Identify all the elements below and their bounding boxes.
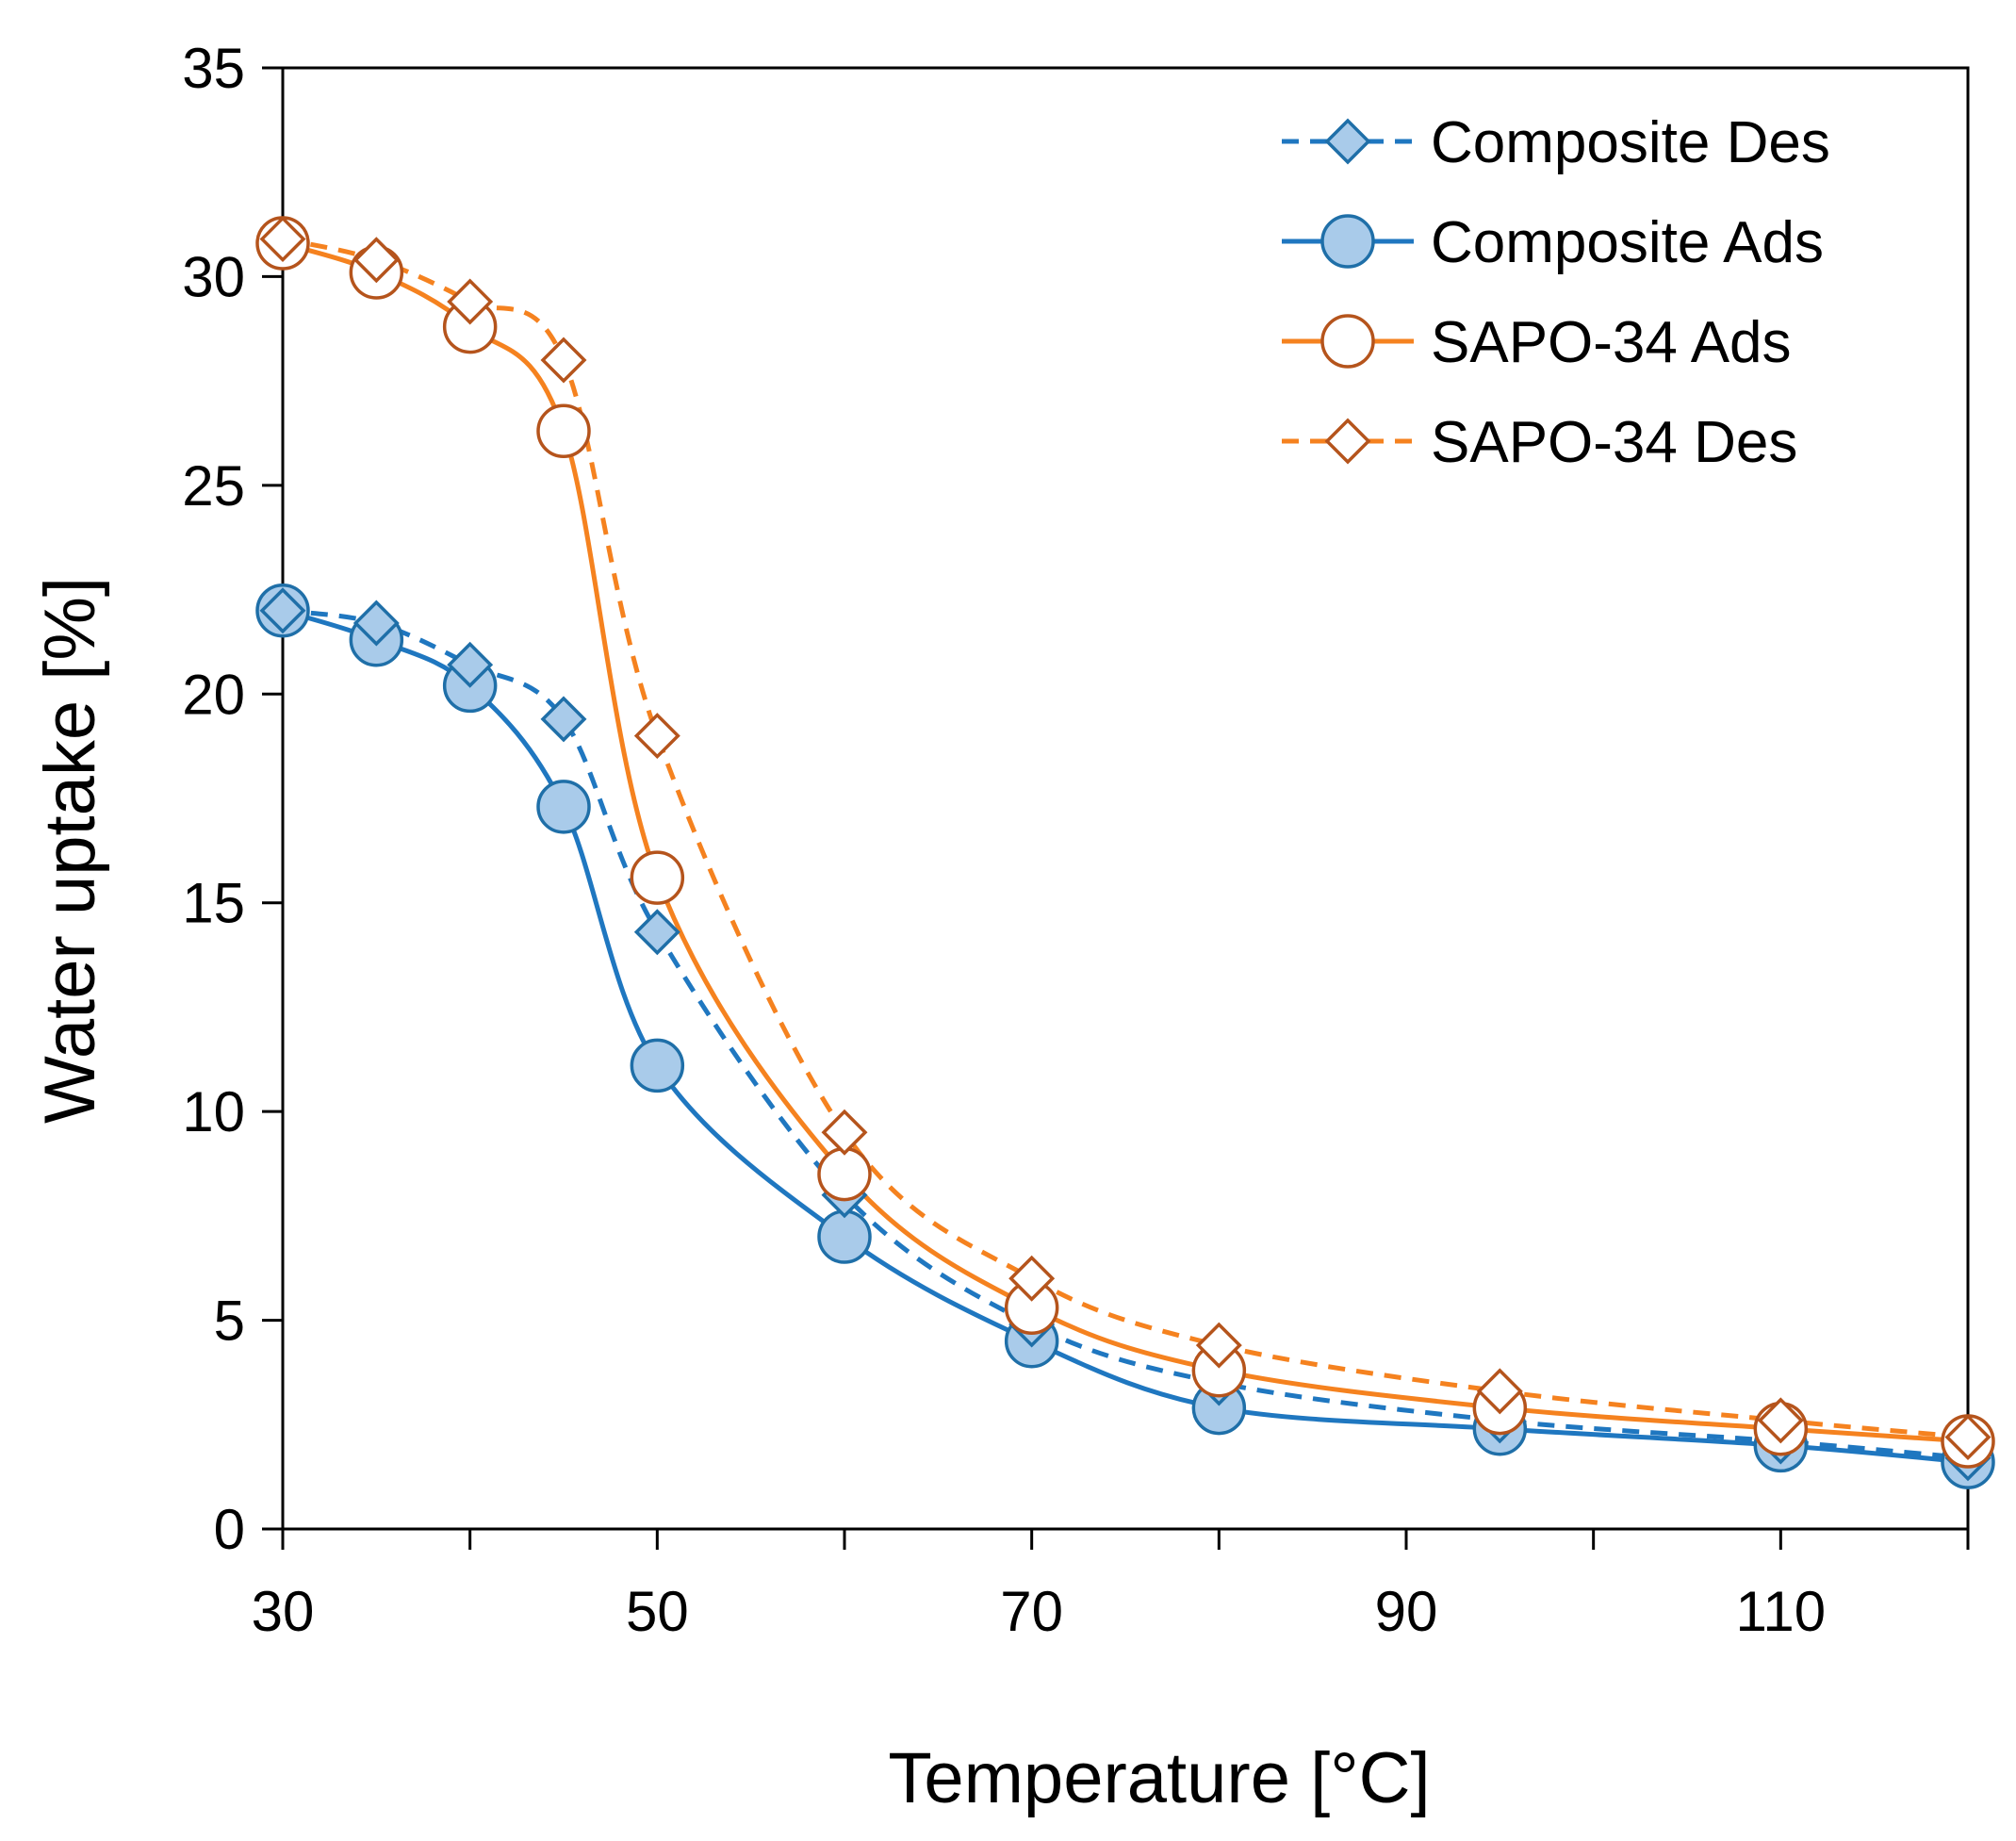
- data-point-circle: [536, 403, 591, 459]
- data-point-diamond: [1008, 1255, 1056, 1302]
- y-tick-label: 15: [182, 872, 245, 935]
- data-point-circle: [630, 1038, 685, 1093]
- data-point-circle: [1320, 214, 1375, 269]
- legend: Composite Des Composite Ads SAPO-34 Ads SAP…: [1282, 110, 1830, 475]
- data-point-diamond: [447, 641, 494, 688]
- series-markers-sapo-34-ads: [255, 216, 1995, 1469]
- data-point-diamond: [1324, 418, 1371, 465]
- series-line-composite-ads: [282, 608, 1969, 1465]
- data-point-circle: [817, 1146, 872, 1202]
- data-point-diamond: [540, 337, 587, 384]
- data-point-circle: [630, 850, 685, 905]
- y-tick-label: 35: [182, 37, 245, 100]
- y-tick-label: 10: [182, 1080, 245, 1143]
- legend-entry-composite-des: Composite Des: [1282, 110, 1830, 175]
- legend-label: Composite Des: [1431, 110, 1830, 175]
- data-point-diamond: [1476, 1368, 1523, 1415]
- data-point-diamond: [1324, 118, 1371, 165]
- data-point-diamond: [540, 696, 587, 743]
- data-point-diamond: [352, 237, 400, 284]
- y-tick-label: 5: [214, 1290, 245, 1353]
- legend-label: SAPO-34 Des: [1431, 410, 1797, 475]
- series-line-composite-des: [282, 608, 1969, 1461]
- data-point-diamond: [1944, 1414, 1991, 1461]
- x-tick-label: 50: [626, 1580, 689, 1643]
- legend-label: Composite Ads: [1431, 210, 1824, 275]
- y-tick-label: 25: [182, 454, 245, 518]
- data-point-circle: [1320, 314, 1375, 369]
- y-tick-label: 30: [182, 245, 245, 308]
- y-tick-label: 20: [182, 663, 245, 726]
- legend-entry-composite-ads: Composite Ads: [1282, 210, 1824, 275]
- series-markers-composite-ads: [255, 583, 1995, 1489]
- legend-entry-sapo-34-des: SAPO-34 Des: [1282, 410, 1797, 475]
- x-tick-label: 70: [1000, 1580, 1063, 1643]
- data-point-diamond: [1757, 1397, 1804, 1444]
- data-point-diamond: [821, 1109, 868, 1156]
- data-point-circle: [536, 780, 591, 834]
- y-axis-title: Water uptake [%]: [30, 577, 110, 1124]
- data-point-diamond: [259, 216, 306, 263]
- data-point-diamond: [447, 278, 494, 325]
- data-point-diamond: [633, 713, 680, 760]
- series-markers-sapo-34-des: [259, 216, 1991, 1461]
- legend-entry-sapo-34-ads: SAPO-34 Ads: [1282, 310, 1792, 375]
- x-tick-label: 30: [252, 1580, 315, 1643]
- x-tick-label: 110: [1736, 1580, 1827, 1643]
- data-point-circle: [817, 1209, 872, 1264]
- x-axis-title: Temperature [°C]: [888, 1738, 1430, 1818]
- y-tick-label: 0: [214, 1498, 245, 1561]
- x-tick-label: 90: [1375, 1580, 1438, 1643]
- data-point-diamond: [352, 600, 400, 647]
- plot-layer: 0 5 10 15 20 25 30 35 30 50 70 90 110: [182, 37, 1995, 1643]
- data-point-diamond: [633, 909, 680, 956]
- data-point-diamond: [259, 587, 306, 634]
- plot-frame: [281, 66, 1970, 1531]
- legend-label: SAPO-34 Ads: [1431, 310, 1792, 375]
- data-point-diamond: [1195, 1322, 1242, 1369]
